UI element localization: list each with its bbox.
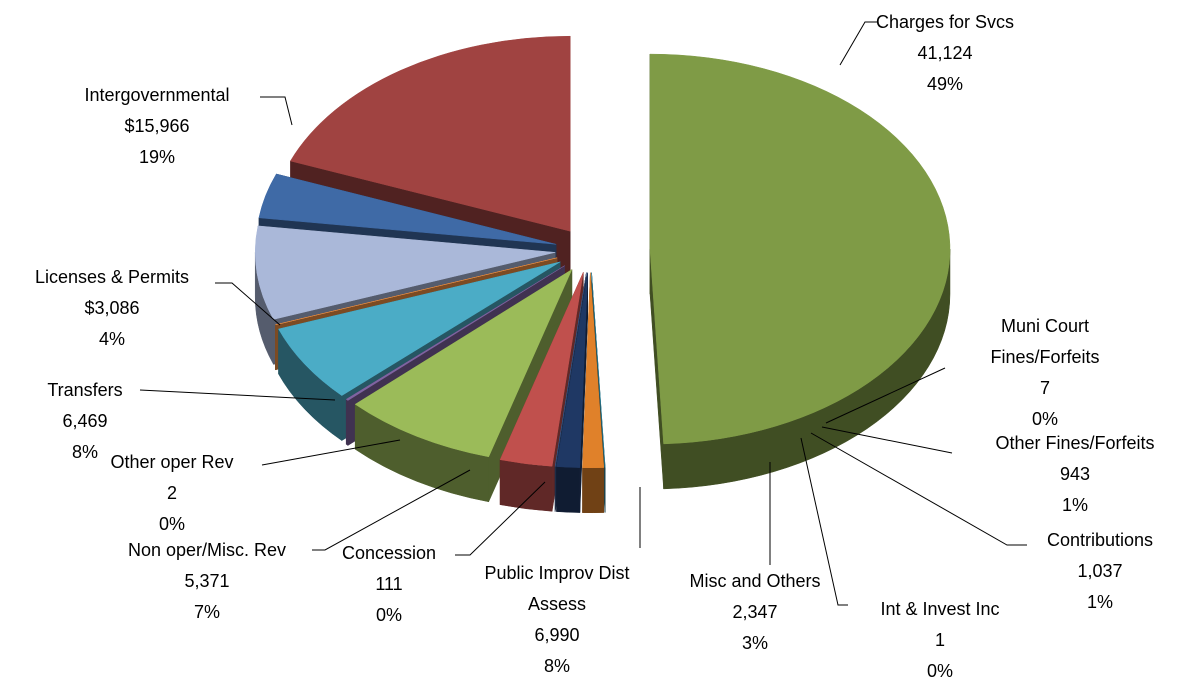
data-label: Muni Court Fines/Forfeits 7 0% bbox=[965, 311, 1125, 435]
value-label: 1,037 bbox=[1077, 561, 1123, 581]
percent-label: 8% bbox=[543, 656, 570, 676]
slice-top bbox=[290, 35, 571, 232]
data-label: Other oper Rev 2 0% bbox=[77, 447, 267, 540]
leader-line bbox=[215, 282, 281, 326]
slice bbox=[582, 272, 605, 514]
data-label: Charges for Svcs 41,124 49% bbox=[845, 7, 1045, 100]
leader-line bbox=[139, 389, 336, 401]
value-label: 111 bbox=[375, 574, 403, 594]
value-label: 1 bbox=[934, 630, 945, 650]
slice-top bbox=[582, 272, 605, 469]
category-label: Licenses & Permits bbox=[34, 267, 190, 287]
value-label: $3,086 bbox=[84, 298, 140, 318]
category-label: Other Fines/Forfeits bbox=[995, 433, 1155, 453]
category-label: Concession bbox=[341, 543, 437, 563]
slice bbox=[556, 272, 588, 513]
leader-line bbox=[800, 437, 848, 606]
category-label: Contributions bbox=[1046, 530, 1154, 550]
value-label: 943 bbox=[1059, 464, 1091, 484]
value-label: 41,124 bbox=[917, 43, 973, 63]
category-label: Misc and Others bbox=[689, 571, 821, 591]
data-label: Public Improv Dist Assess 6,990 8% bbox=[457, 558, 657, 681]
value-label: 7 bbox=[1039, 378, 1050, 398]
percent-label: 3% bbox=[741, 633, 768, 653]
value-label: $15,966 bbox=[124, 116, 190, 136]
slice-top bbox=[354, 268, 573, 458]
value-label: 6,469 bbox=[62, 411, 108, 431]
percent-label: 7% bbox=[193, 602, 220, 622]
leader-line bbox=[821, 426, 953, 454]
percent-label: 0% bbox=[926, 661, 953, 681]
category-label: Transfers bbox=[47, 380, 123, 400]
slice bbox=[354, 268, 573, 503]
data-label: Concession 111 0% bbox=[319, 538, 459, 631]
data-label: Int & Invest Inc 1 0% bbox=[845, 594, 1035, 681]
slice-top bbox=[556, 272, 588, 468]
leader-line bbox=[260, 96, 293, 126]
slice-top bbox=[554, 272, 587, 467]
percent-label: 0% bbox=[375, 605, 402, 625]
slice-wall bbox=[582, 467, 605, 514]
slice-wall bbox=[499, 459, 553, 512]
slice-top bbox=[254, 225, 556, 320]
slice-top bbox=[649, 53, 951, 445]
data-label: Non oper/Misc. Rev 5,371 7% bbox=[92, 535, 322, 628]
slice-wall bbox=[556, 466, 581, 513]
percent-label: 4% bbox=[98, 329, 125, 349]
slice bbox=[649, 53, 951, 490]
category-label: Other oper Rev bbox=[110, 452, 234, 472]
leader-line bbox=[810, 432, 1027, 546]
leader-line bbox=[825, 367, 946, 424]
slice-top bbox=[591, 272, 606, 468]
data-label: Other Fines/Forfeits 943 1% bbox=[960, 428, 1189, 521]
leader-line bbox=[839, 21, 878, 66]
data-label: Intergovernmental $15,966 19% bbox=[47, 80, 267, 173]
slice bbox=[499, 272, 584, 512]
category-label: Intergovernmental bbox=[84, 85, 230, 105]
data-label: Licenses & Permits $3,086 4% bbox=[2, 262, 222, 355]
slice-top bbox=[345, 265, 565, 401]
slice-top bbox=[278, 261, 561, 396]
percent-label: 0% bbox=[158, 514, 185, 534]
data-label: Contributions 1,037 1% bbox=[1010, 525, 1189, 618]
percent-label: 19% bbox=[138, 147, 176, 167]
category-label: Charges for Svcs bbox=[875, 12, 1015, 32]
leader-line bbox=[261, 439, 401, 466]
category-label: Non oper/Misc. Rev bbox=[127, 540, 287, 560]
slice-top bbox=[499, 272, 584, 467]
value-label: 2,347 bbox=[732, 602, 778, 622]
category-label: Int & Invest Inc bbox=[880, 599, 1000, 619]
slice-wall bbox=[345, 398, 349, 446]
data-label: Misc and Others 2,347 3% bbox=[660, 566, 850, 659]
percent-label: 0% bbox=[1031, 409, 1058, 429]
data-label: Transfers 6,469 8% bbox=[15, 375, 155, 468]
leader-line bbox=[312, 469, 471, 551]
value-label: 6,990 bbox=[534, 625, 580, 645]
percent-label: 49% bbox=[926, 74, 964, 94]
percent-label: 1% bbox=[1061, 495, 1088, 515]
slice-top bbox=[275, 257, 558, 326]
percent-label: 1% bbox=[1086, 592, 1113, 612]
percent-label: 8% bbox=[71, 442, 98, 462]
category-label: Muni Court Fines/Forfeits bbox=[990, 316, 1100, 367]
slice-top bbox=[258, 173, 557, 245]
value-label: 2 bbox=[166, 483, 177, 503]
leader-line bbox=[455, 481, 546, 556]
category-label: Public Improv Dist Assess bbox=[484, 563, 630, 614]
value-label: 5,371 bbox=[184, 571, 230, 591]
